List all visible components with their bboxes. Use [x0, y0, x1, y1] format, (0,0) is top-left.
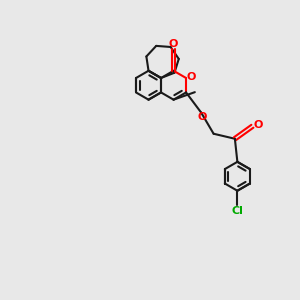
Text: O: O	[187, 71, 196, 82]
Text: O: O	[254, 120, 263, 130]
Text: O: O	[198, 112, 207, 122]
Text: O: O	[169, 39, 178, 49]
Text: Cl: Cl	[231, 206, 243, 216]
